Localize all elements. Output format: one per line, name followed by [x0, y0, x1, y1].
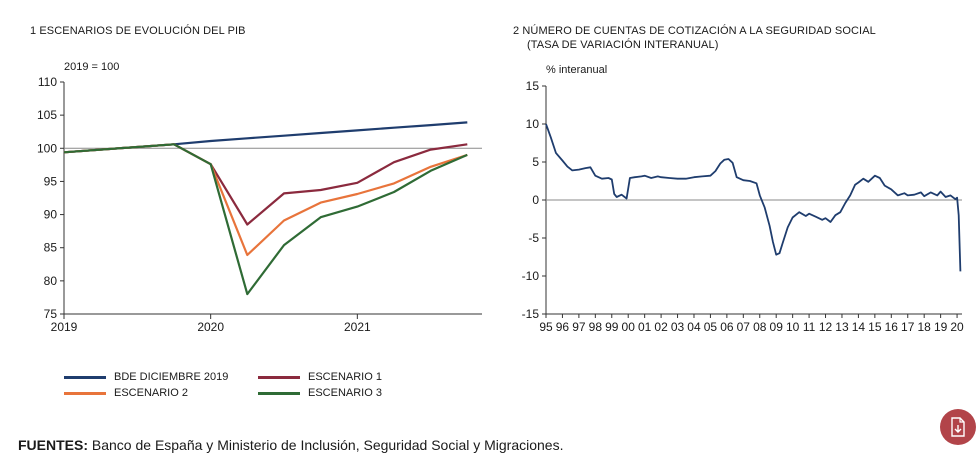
chart2-title: 2 NÚMERO DE CUENTAS DE COTIZACIÓN A LA S…	[513, 24, 876, 52]
legend-swatch	[258, 391, 300, 395]
chart1-unit-label: 2019 = 100	[64, 61, 120, 73]
x-tick-label: 2020	[197, 320, 224, 334]
legend-item-escenario-2: ESCENARIO 2	[64, 387, 188, 399]
y-tick-label: 75	[44, 307, 58, 321]
legend-item-escenario-3: ESCENARIO 3	[258, 387, 382, 399]
download-document-icon	[951, 417, 965, 437]
legend-label: ESCENARIO 2	[114, 387, 188, 399]
download-button[interactable]	[940, 409, 976, 445]
series-line-escenario-3	[63, 143, 468, 296]
chart2-title-line1: 2 NÚMERO DE CUENTAS DE COTIZACIÓN A LA S…	[513, 25, 876, 37]
y-tick-label: 100	[37, 141, 57, 155]
x-tick-label: 2019	[51, 320, 78, 334]
legend-swatch	[258, 375, 300, 379]
sources-note: FUENTES: Banco de España y Ministerio de…	[18, 437, 563, 453]
y-tick-label: 105	[37, 108, 57, 122]
chart1-title: 1 ESCENARIOS DE EVOLUCIÓN DEL PIB	[30, 25, 246, 37]
y-tick-label: 90	[44, 208, 58, 222]
legend-swatch	[64, 375, 106, 379]
series-line-escenario-2	[63, 143, 468, 257]
series-line-bde-diciembre-2019	[63, 121, 468, 154]
x-tick-label: 2021	[344, 320, 371, 334]
y-tick-label: 95	[44, 174, 58, 188]
y-tick-label: 110	[38, 75, 57, 89]
chart2-title-line2: (TASA DE VARIACIÓN INTERANUAL)	[527, 39, 719, 51]
sources-text: Banco de España y Ministerio de Inclusió…	[88, 437, 564, 453]
legend-item-bde-diciembre-2019: BDE DICIEMBRE 2019	[64, 371, 228, 383]
y-tick-label: 85	[44, 241, 58, 255]
legend-label: ESCENARIO 1	[308, 371, 382, 383]
sources-label: FUENTES:	[18, 437, 88, 453]
legend-item-escenario-1: ESCENARIO 1	[258, 371, 382, 383]
legend-label: ESCENARIO 3	[308, 387, 382, 399]
chart2-unit-label: % interanual	[546, 64, 608, 76]
legend-label: BDE DICIEMBRE 2019	[114, 371, 229, 383]
legend-swatch	[64, 391, 106, 395]
y-tick-label: 80	[44, 274, 58, 288]
